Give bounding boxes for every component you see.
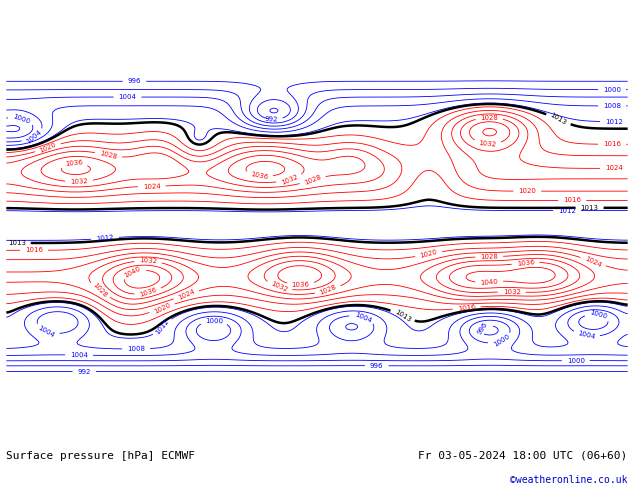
Text: 1028: 1028 bbox=[91, 282, 108, 299]
Text: 1032: 1032 bbox=[139, 257, 157, 265]
Text: 1028: 1028 bbox=[319, 284, 338, 296]
Text: 1020: 1020 bbox=[153, 301, 171, 315]
Text: 1008: 1008 bbox=[127, 346, 145, 352]
Text: 1016: 1016 bbox=[25, 247, 43, 253]
Text: 1036: 1036 bbox=[65, 160, 83, 168]
Text: 1012: 1012 bbox=[558, 207, 576, 214]
Text: 1000: 1000 bbox=[567, 358, 585, 364]
Text: 1036: 1036 bbox=[292, 282, 309, 288]
Text: Fr 03-05-2024 18:00 UTC (06+60): Fr 03-05-2024 18:00 UTC (06+60) bbox=[418, 451, 628, 461]
Text: 1013: 1013 bbox=[8, 240, 26, 246]
Text: 1024: 1024 bbox=[605, 165, 623, 172]
Text: 1004: 1004 bbox=[25, 128, 43, 145]
Text: 992: 992 bbox=[77, 368, 91, 374]
Text: 1024: 1024 bbox=[143, 183, 160, 190]
Text: 1000: 1000 bbox=[589, 310, 608, 320]
Text: 1016: 1016 bbox=[563, 197, 581, 203]
Text: 1000: 1000 bbox=[13, 113, 31, 124]
Text: 1032: 1032 bbox=[503, 289, 521, 295]
Text: 1013: 1013 bbox=[549, 112, 567, 126]
Text: 996: 996 bbox=[127, 78, 141, 84]
Text: 1028: 1028 bbox=[99, 150, 118, 160]
Text: 1024: 1024 bbox=[177, 289, 196, 301]
Text: 996: 996 bbox=[370, 363, 384, 369]
Text: ©weatheronline.co.uk: ©weatheronline.co.uk bbox=[510, 475, 628, 485]
Text: 1036: 1036 bbox=[250, 172, 268, 181]
Text: 1000: 1000 bbox=[205, 318, 223, 324]
Text: 1040: 1040 bbox=[480, 278, 498, 286]
Text: 1020: 1020 bbox=[419, 249, 438, 259]
Text: 1004: 1004 bbox=[577, 331, 595, 341]
Text: 1004: 1004 bbox=[37, 324, 55, 338]
Text: 1004: 1004 bbox=[119, 94, 136, 100]
Text: 1016: 1016 bbox=[603, 141, 621, 147]
Text: 992: 992 bbox=[264, 116, 278, 122]
Text: 1036: 1036 bbox=[516, 259, 535, 267]
Text: 1012: 1012 bbox=[96, 234, 114, 242]
Text: 1020: 1020 bbox=[519, 188, 536, 194]
Text: 1008: 1008 bbox=[603, 103, 621, 109]
Text: 1040: 1040 bbox=[124, 265, 142, 279]
Text: 1032: 1032 bbox=[269, 281, 288, 294]
Text: 1012: 1012 bbox=[154, 318, 170, 336]
Text: 1004: 1004 bbox=[354, 311, 372, 323]
Text: 1024: 1024 bbox=[584, 255, 602, 268]
Text: 1013: 1013 bbox=[581, 205, 598, 211]
Text: 1032: 1032 bbox=[280, 173, 299, 186]
Text: 1036: 1036 bbox=[139, 287, 158, 298]
Text: 1032: 1032 bbox=[70, 178, 88, 185]
Text: 1004: 1004 bbox=[70, 352, 88, 358]
Text: 1028: 1028 bbox=[303, 174, 322, 186]
Text: 1020: 1020 bbox=[39, 142, 57, 154]
Text: Surface pressure [hPa] ECMWF: Surface pressure [hPa] ECMWF bbox=[6, 451, 195, 461]
Text: 1013: 1013 bbox=[394, 308, 412, 323]
Text: 1032: 1032 bbox=[478, 140, 496, 148]
Text: 1028: 1028 bbox=[480, 115, 498, 121]
Text: 996: 996 bbox=[476, 321, 488, 335]
Text: 1000: 1000 bbox=[492, 333, 510, 348]
Text: 1016: 1016 bbox=[457, 304, 476, 312]
Text: 1028: 1028 bbox=[480, 253, 498, 260]
Text: 1000: 1000 bbox=[603, 87, 621, 93]
Text: 1012: 1012 bbox=[605, 119, 623, 124]
